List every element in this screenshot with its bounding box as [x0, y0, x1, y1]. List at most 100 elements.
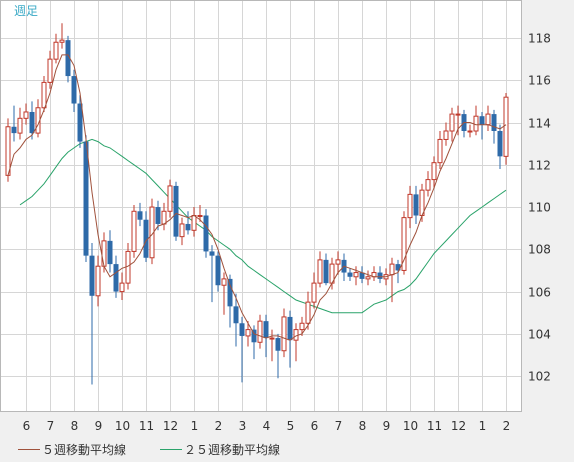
candle-body: [269, 337, 275, 340]
x-tick-label: 1: [191, 419, 199, 433]
candle: [425, 171, 431, 197]
candle-body: [185, 223, 191, 231]
candle-body: [437, 138, 443, 164]
candle: [449, 107, 455, 142]
candle: [173, 181, 179, 241]
candle-body: [413, 194, 419, 216]
candle-body: [17, 117, 23, 134]
candle-body: [245, 329, 251, 337]
candle: [269, 329, 275, 362]
y-tick-label: 102: [528, 370, 551, 384]
ma25-line: [19, 138, 507, 314]
candle-body: [89, 255, 95, 296]
candle-body: [197, 215, 203, 218]
candle: [137, 202, 143, 227]
candle-body: [161, 210, 167, 225]
candle-body: [137, 211, 143, 220]
candle-body: [71, 76, 77, 104]
candle-body: [101, 240, 107, 267]
y-tick-label: 114: [528, 117, 551, 131]
candle: [29, 101, 35, 140]
x-tick-label: 12: [451, 419, 466, 433]
candle: [65, 35, 71, 83]
x-tick-label: 8: [359, 419, 367, 433]
candle: [239, 316, 245, 383]
chart-title: 週足: [14, 4, 38, 18]
candle: [347, 268, 353, 282]
candle: [185, 211, 191, 235]
candle: [149, 198, 155, 265]
candle-body: [443, 130, 449, 140]
candle: [203, 209, 209, 258]
candle: [311, 272, 317, 309]
candle: [467, 124, 473, 138]
candle-body: [353, 272, 359, 278]
candle-body: [335, 259, 341, 265]
candle: [431, 156, 437, 189]
candle: [377, 266, 383, 284]
candle-body: [53, 41, 59, 60]
candle-body: [5, 126, 11, 176]
candle: [89, 242, 95, 385]
candle-body: [215, 255, 221, 286]
candle-body: [125, 250, 131, 284]
candle: [251, 325, 257, 360]
candle: [131, 204, 137, 258]
x-tick-label: 5: [287, 419, 295, 433]
x-tick-label: 10: [403, 419, 418, 433]
candle-body: [233, 306, 239, 324]
legend-item-ma5: ５週移動平均線: [18, 441, 126, 458]
candle: [143, 211, 149, 262]
plot-background: [0, 0, 522, 412]
candle: [107, 230, 113, 273]
candle-body: [209, 251, 215, 256]
x-tick-label: 12: [163, 419, 178, 433]
candle: [503, 92, 509, 165]
x-tick-label: 9: [95, 419, 103, 433]
x-tick-label: 1: [479, 419, 487, 433]
candle-body: [491, 114, 497, 131]
candle-body: [281, 316, 287, 352]
y-tick-label: 118: [528, 32, 551, 46]
candle-body: [107, 240, 113, 265]
y-axis-ticks: 102 104 106 108 110 112 114 116 118: [528, 32, 551, 384]
candle-body: [95, 265, 101, 297]
candle: [281, 308, 287, 358]
candle: [353, 266, 359, 286]
candle: [71, 69, 77, 112]
y-tick-label: 104: [528, 328, 551, 342]
candle-body: [497, 130, 503, 157]
candle-body: [359, 272, 365, 279]
candle: [437, 130, 443, 170]
candle-body: [473, 115, 479, 132]
candle: [305, 291, 311, 330]
candles-group: [5, 23, 509, 385]
y-tick-label: 110: [528, 201, 551, 215]
candle: [77, 95, 83, 148]
candle: [497, 124, 503, 170]
candle-body: [11, 126, 17, 134]
legend-swatch-ma25: [160, 449, 182, 450]
candle-body: [287, 316, 293, 341]
candle: [47, 50, 53, 89]
candle: [155, 200, 161, 231]
candle-body: [179, 223, 185, 238]
candle-body: [83, 141, 89, 256]
x-tick-label: 7: [335, 419, 343, 433]
candle-body: [41, 81, 47, 109]
candle: [245, 321, 251, 347]
legend-label-ma5: ５週移動平均線: [42, 443, 127, 457]
candle-body: [239, 323, 245, 336]
candle: [401, 211, 407, 275]
candle-body: [299, 322, 305, 331]
candle-body: [29, 111, 35, 134]
legend-swatch-ma5: [18, 449, 40, 450]
candle-body: [407, 193, 413, 219]
candle: [113, 255, 119, 298]
candle-body: [431, 162, 437, 181]
x-tick-label: 3: [239, 419, 247, 433]
legend-item-ma25: ２５週移動平均線: [160, 441, 280, 458]
candle: [263, 314, 269, 358]
candle: [275, 333, 281, 379]
candle-body: [155, 207, 161, 224]
